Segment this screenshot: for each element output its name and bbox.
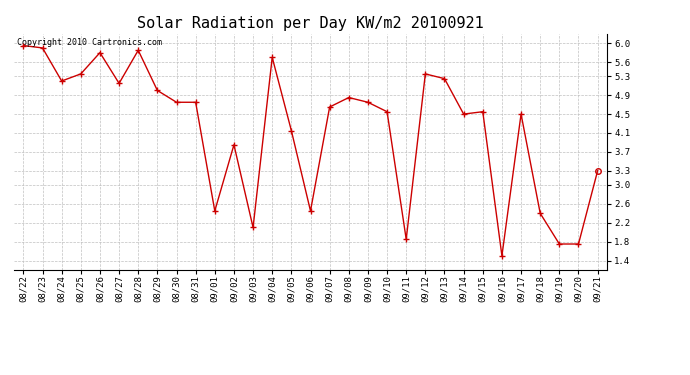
Text: Copyright 2010 Cartronics.com: Copyright 2010 Cartronics.com [17, 39, 161, 48]
Title: Solar Radiation per Day KW/m2 20100921: Solar Radiation per Day KW/m2 20100921 [137, 16, 484, 31]
